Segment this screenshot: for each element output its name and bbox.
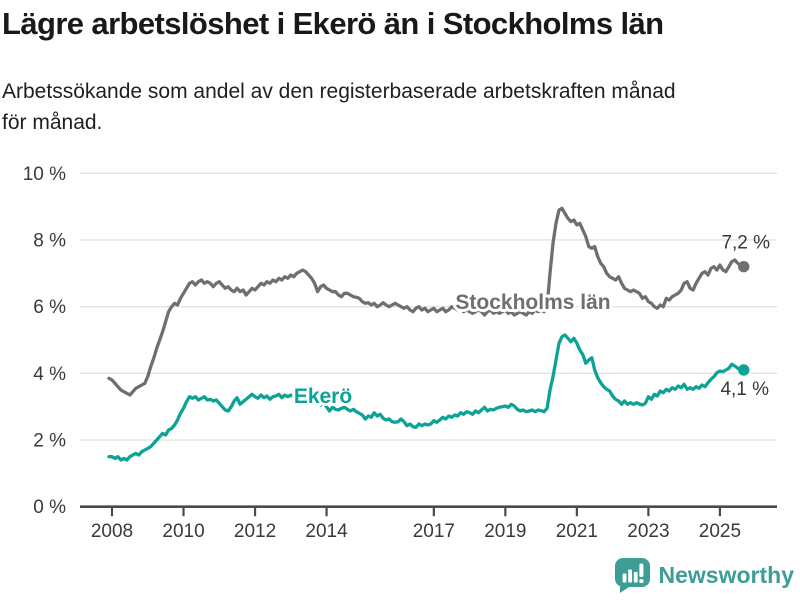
series-label-ekero: Ekerö	[294, 385, 352, 408]
chart-subtitle: Arbetssökande som andel av den registerb…	[2, 76, 782, 138]
end-value-label-ekero: 4,1 %	[720, 379, 769, 400]
end-value-label-stockholms-lan: 7,2 %	[721, 233, 770, 254]
series-line-stockholms-lan	[107, 206, 746, 397]
x-axis-tick-label: 2014	[305, 521, 348, 542]
end-dot-ekero	[738, 364, 750, 376]
x-axis-tick-label: 2019	[484, 521, 526, 542]
y-axis-tick-label: 4 %	[33, 364, 66, 385]
newsworthy-logo[interactable]: Newsworthy	[614, 557, 794, 593]
x-axis-tick-label: 2017	[413, 521, 455, 542]
x-axis-tick-label: 2008	[91, 521, 133, 542]
y-axis-tick-label: 0 %	[33, 497, 66, 518]
y-axis-tick-label: 2 %	[33, 431, 66, 452]
y-axis-tick-label: 6 %	[33, 297, 66, 318]
x-axis-tick-label: 2025	[699, 521, 741, 542]
newsworthy-icon	[614, 558, 650, 593]
chart-subtitle-line2: för månad.	[2, 111, 103, 134]
page-title: Lägre arbetslöshet i Ekerö än i Stockhol…	[2, 6, 664, 41]
series-line-ekero	[107, 333, 746, 462]
x-axis-tick-label: 2010	[162, 521, 204, 542]
brand-name: Newsworthy	[658, 561, 794, 588]
x-axis-tick-label: 2012	[234, 521, 276, 542]
x-axis-tick-label: 2023	[627, 521, 669, 542]
chart-subtitle-line1: Arbetssökande som andel av den registerb…	[2, 80, 676, 103]
end-dot-stockholms-lan	[738, 260, 750, 273]
series-label-stockholms-lan: Stockholms län	[455, 291, 610, 314]
y-axis-tick-label: 8 %	[33, 230, 66, 251]
x-axis-tick-label: 2021	[556, 521, 598, 542]
y-axis-tick-label: 10 %	[23, 164, 66, 185]
